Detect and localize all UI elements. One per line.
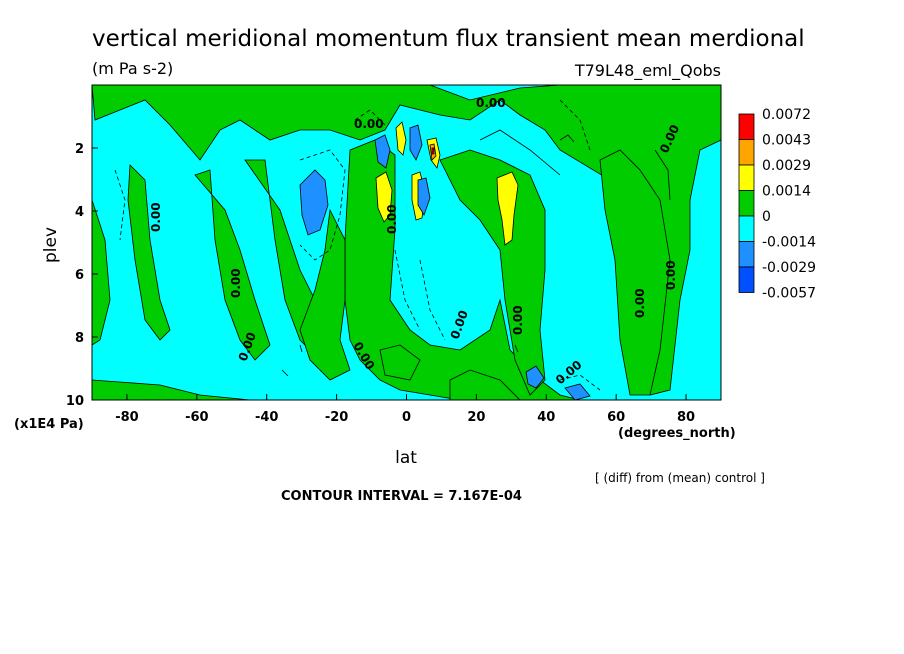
colorbar-swatch — [738, 190, 755, 217]
colorbar-swatch — [738, 266, 755, 293]
x-axis-label: lat — [395, 448, 417, 468]
colorbar-swatch — [738, 113, 755, 140]
x-tick-label: 60 — [607, 410, 625, 425]
x-tick-label: -20 — [325, 410, 349, 425]
y-tick-label: 2 — [75, 142, 84, 157]
y-tick-label: 4 — [75, 205, 84, 220]
y-tick-label: 8 — [75, 331, 84, 346]
x-axis: -80 -60 -40 -20 0 20 40 60 80 — [115, 394, 695, 425]
x-tick-label: -40 — [255, 410, 279, 425]
colorbar-label: 0.0043 — [762, 133, 811, 149]
colorbar-label: 0.0072 — [762, 107, 811, 123]
contour-label: 0.00 — [664, 260, 678, 290]
contour-label: 0.00 — [354, 117, 384, 131]
colorbar-swatch — [738, 164, 755, 191]
y-tick-label: 6 — [75, 268, 84, 283]
contour-lines-solid — [281, 129, 671, 377]
colorbar-label: 0.0029 — [762, 158, 811, 174]
contour-label: 0.00 — [511, 305, 525, 335]
chart-title: vertical meridional momentum flux transi… — [92, 26, 805, 52]
contour-fill-blue — [299, 124, 591, 400]
experiment-label: T79L48_eml_Qobs — [574, 61, 721, 81]
contour-fill-yellow — [375, 121, 519, 246]
contour-label: 0.00 — [229, 268, 243, 298]
colorbar-label: -0.0014 — [762, 235, 816, 251]
contour-fill-red — [431, 147, 435, 155]
contour-label: 0.00 — [149, 202, 163, 232]
colorbar-label: -0.0029 — [762, 260, 816, 276]
contour-interval: CONTOUR INTERVAL = 7.167E-04 — [281, 489, 522, 504]
diff-note: [ (diff) from (mean) control ] — [595, 471, 765, 485]
contour-label: 0.00 — [385, 204, 399, 234]
y-tick-label: 10 — [66, 394, 84, 409]
chart-units: (m Pa s-2) — [92, 59, 173, 78]
colorbar-swatch — [738, 241, 755, 268]
y-axis-units: (x1E4 Pa) — [14, 417, 84, 432]
colorbar-label: -0.0057 — [762, 286, 816, 302]
colorbar-label: 0.0014 — [762, 184, 811, 200]
colorbar-legend: 0.0072 0.0043 0.0029 0.0014 0 -0.0014 -0.0029 -… — [738, 107, 816, 302]
x-axis-units: (degrees_north) — [618, 426, 736, 441]
contour-label: 0.00 — [633, 288, 647, 318]
x-tick-label: 80 — [677, 410, 695, 425]
colorbar-swatch — [738, 139, 755, 166]
y-axis: 2 4 6 8 10 — [66, 142, 98, 409]
x-tick-label: 20 — [467, 410, 485, 425]
contour-lines-dashed — [114, 99, 601, 391]
x-tick-label: 0 — [402, 410, 411, 425]
plot-area — [92, 85, 721, 400]
y-axis-label: plev — [41, 227, 61, 263]
contour-label: 0.00 — [476, 96, 506, 110]
contour-fill-green — [92, 85, 721, 400]
colorbar-label: 0 — [762, 209, 771, 225]
x-tick-label: 40 — [537, 410, 555, 425]
x-tick-label: -60 — [185, 410, 209, 425]
colorbar-swatch — [738, 215, 755, 242]
x-tick-label: -80 — [115, 410, 139, 425]
